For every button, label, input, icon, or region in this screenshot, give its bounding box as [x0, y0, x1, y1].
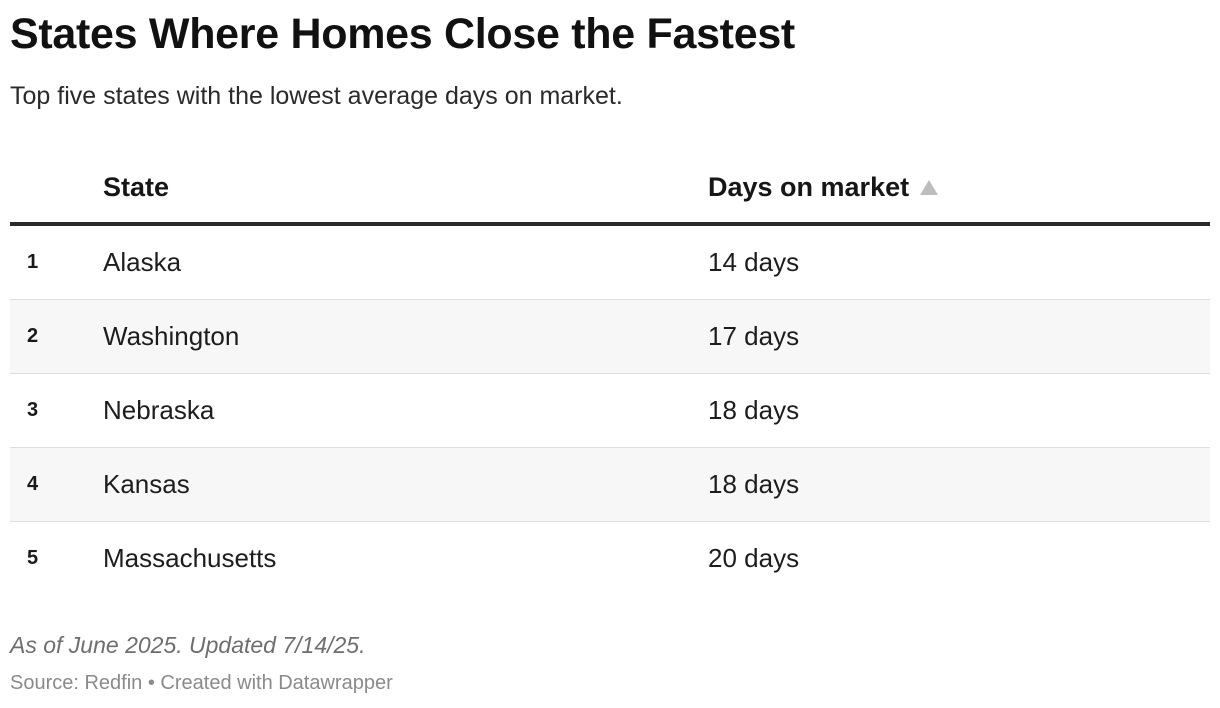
row-state: Massachusetts: [103, 543, 277, 573]
row-days-on-market: 20 days: [708, 543, 800, 573]
sort-ascending-icon[interactable]: [920, 180, 939, 195]
table-body: 1 Alaska 14 days 2 Washington 17 days 3 Nebrask…: [10, 226, 1210, 595]
table-row: 4 Kansas 18 days: [10, 448, 1210, 522]
row-state: Kansas: [103, 469, 190, 499]
row-state: Washington: [103, 321, 240, 351]
table-row: 2 Washington 17 days: [10, 300, 1210, 374]
column-header-days-label: Days on market: [708, 172, 910, 202]
row-days-on-market: 18 days: [708, 395, 800, 425]
table-header: State Days on market: [10, 152, 1210, 226]
row-days-on-market: 17 days: [708, 321, 800, 351]
table-row: 3 Nebraska 18 days: [10, 374, 1210, 448]
chart-source: Source: Redfin • Created with Datawrappe…: [10, 672, 393, 694]
table-row: 5 Massachusetts 20 days: [10, 522, 1210, 595]
row-state: Nebraska: [103, 395, 215, 425]
table-row: 1 Alaska 14 days: [10, 226, 1210, 300]
column-header-state-label: State: [103, 172, 170, 202]
row-rank: 5: [27, 547, 39, 569]
column-header-days[interactable]: Days on market: [708, 172, 939, 203]
row-rank: 4: [27, 473, 39, 495]
row-days-on-market: 18 days: [708, 469, 800, 499]
row-rank: 3: [27, 399, 39, 421]
data-table: State Days on market 1 Alaska 14 days 2 Wash…: [10, 152, 1210, 595]
row-state: Alaska: [103, 247, 182, 277]
chart-title: States Where Homes Close the Fastest: [10, 10, 795, 58]
column-header-state[interactable]: State: [103, 172, 169, 203]
chart-subtitle: Top five states with the lowest average …: [10, 82, 623, 110]
row-rank: 1: [27, 251, 39, 273]
chart-note: As of June 2025. Updated 7/14/25.: [10, 632, 366, 658]
row-days-on-market: 14 days: [708, 247, 800, 277]
row-rank: 2: [27, 325, 39, 347]
